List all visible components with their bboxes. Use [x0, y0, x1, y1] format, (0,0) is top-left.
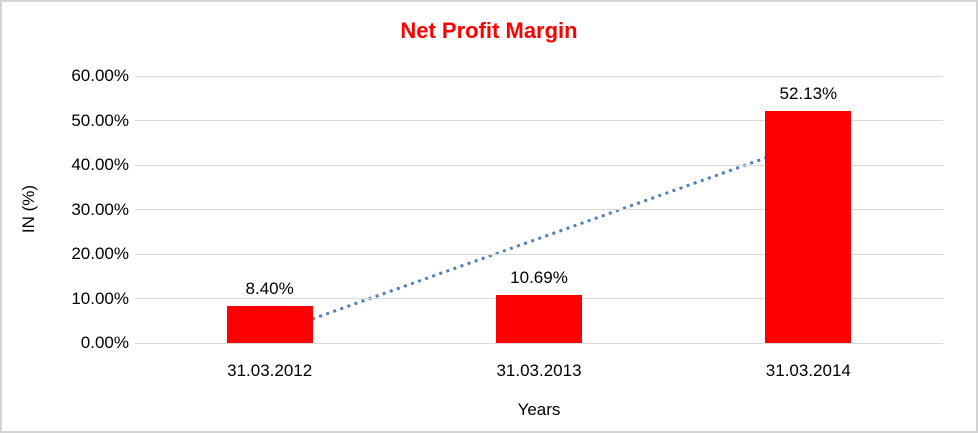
gridline: [135, 120, 943, 121]
plot-area: 8.40% 10.69% 52.13%: [135, 75, 943, 344]
y-axis-tick-label: 50.00%: [71, 110, 129, 130]
x-axis-tick-label: 31.03.2012: [227, 361, 313, 380]
x-axis-tick-label: 31.03.2014: [765, 361, 851, 380]
bar-1: [226, 305, 313, 343]
gridline: [135, 209, 943, 210]
y-axis-tick-label: 40.00%: [71, 155, 129, 174]
y-axis-tick-label: 30.00%: [71, 199, 129, 219]
y-axis-tick-label: 60.00%: [71, 66, 129, 85]
y-axis-tick-label: 10.00%: [71, 288, 129, 308]
bar-data-label: 8.40%: [245, 278, 294, 298]
x-axis-title: Years: [517, 400, 561, 419]
chart-title: Net Profit Margin: [400, 18, 578, 43]
bar-data-label: 52.13%: [779, 84, 838, 104]
x-axis-tick-label: 31.03.2013: [496, 361, 582, 380]
bar-2: [496, 295, 582, 343]
gridline: [135, 164, 943, 166]
gridline: [135, 75, 943, 77]
bar-data-label: 10.69%: [510, 268, 568, 288]
y-axis-tick-label: 20.00%: [71, 244, 129, 263]
y-axis-tick-label: 0.00%: [80, 333, 129, 352]
gridline: [135, 253, 943, 255]
gridline: [135, 342, 943, 344]
bar-3: [765, 111, 852, 343]
